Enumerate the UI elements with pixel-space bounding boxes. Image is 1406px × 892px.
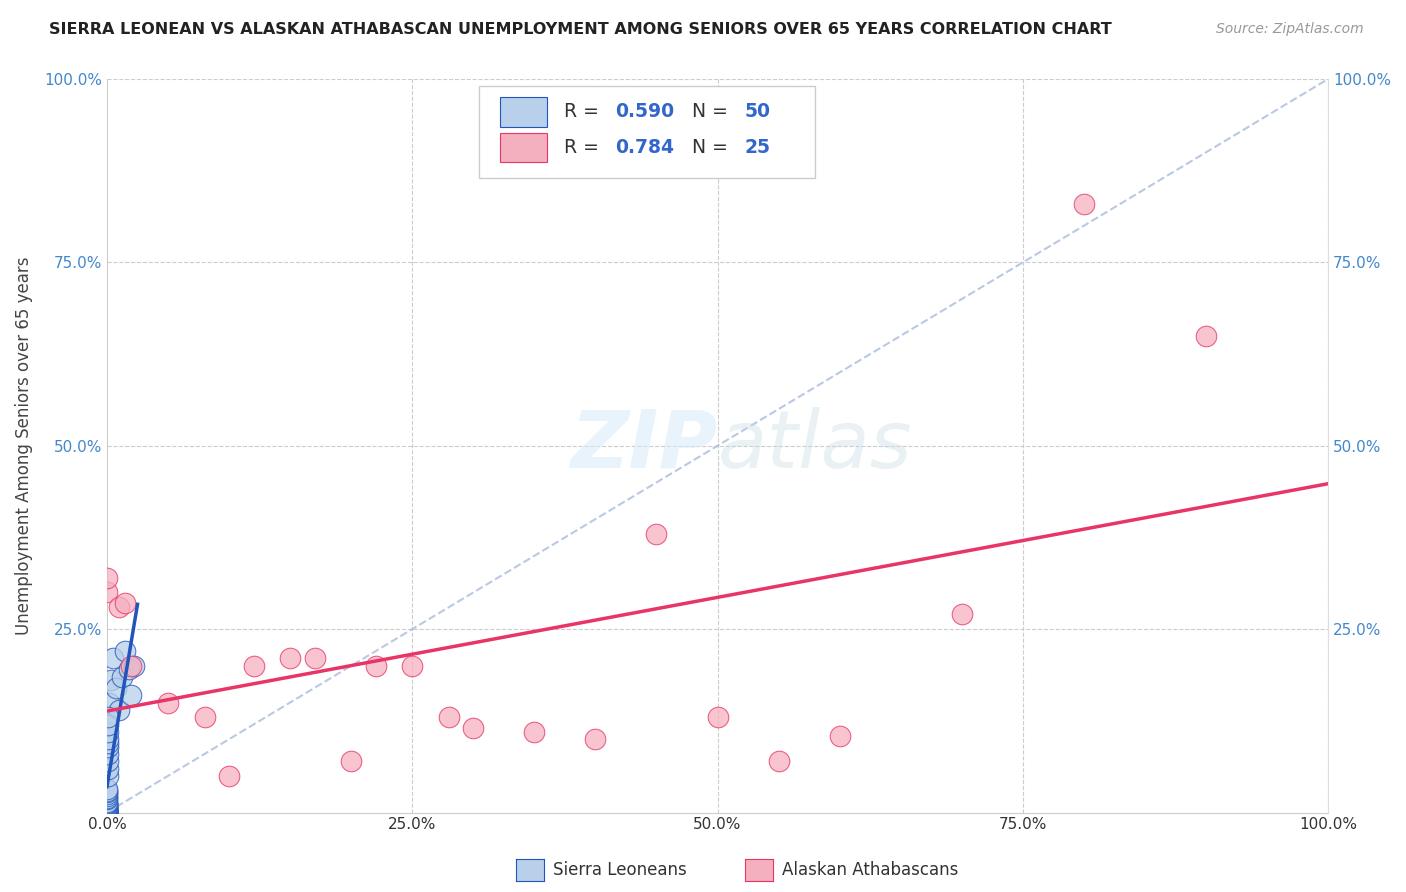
Point (96, 783, 118, 797)
FancyBboxPatch shape (479, 87, 815, 178)
Point (96, 803, 118, 817)
Point (96, 785, 118, 799)
Point (96, 801, 118, 815)
Point (97, 710, 120, 724)
Point (768, 754, 790, 768)
Text: atlas: atlas (717, 407, 912, 484)
Text: 25: 25 (744, 137, 770, 157)
Point (96, 782, 118, 797)
Point (583, 732, 606, 747)
Point (111, 670, 134, 684)
Text: SIERRA LEONEAN VS ALASKAN ATHABASCAN UNEMPLOYMENT AMONG SENIORS OVER 65 YEARS CO: SIERRA LEONEAN VS ALASKAN ATHABASCAN UNE… (49, 22, 1112, 37)
Point (96, 798, 118, 813)
Point (98, 696, 121, 710)
Point (157, 696, 180, 710)
Point (96, 805, 118, 819)
Point (118, 663, 141, 677)
Point (97, 754, 120, 768)
Point (96, 790, 118, 805)
Point (706, 710, 728, 724)
Point (97, 769, 120, 783)
Point (114, 644, 136, 658)
Point (96, 796, 118, 810)
Point (96, 571, 118, 585)
Point (97, 747, 120, 761)
Point (101, 651, 124, 665)
FancyBboxPatch shape (501, 97, 547, 127)
Point (463, 721, 485, 735)
Point (96, 799, 118, 814)
FancyBboxPatch shape (501, 133, 547, 161)
Point (645, 526, 668, 541)
Point (96, 792, 118, 806)
Point (96, 803, 118, 817)
Text: Sierra Leoneans: Sierra Leoneans (553, 861, 686, 879)
Text: 0.784: 0.784 (614, 137, 673, 157)
Text: R =: R = (564, 103, 605, 121)
Text: 0.590: 0.590 (614, 103, 673, 121)
Point (96, 798, 118, 813)
Point (114, 597, 136, 611)
Text: 50: 50 (744, 103, 770, 121)
Point (96, 804, 118, 818)
Point (828, 729, 851, 743)
Point (340, 754, 363, 768)
Point (96, 805, 118, 820)
Point (97, 762, 120, 776)
Point (96, 805, 118, 819)
Point (96, 803, 118, 817)
Point (96, 804, 118, 818)
Point (218, 769, 240, 783)
Point (97, 739, 120, 754)
Point (96, 805, 118, 820)
Y-axis label: Unemployment Among Seniors over 65 years: Unemployment Among Seniors over 65 years (15, 257, 32, 635)
Point (96, 797, 118, 811)
Point (97, 717, 120, 731)
Text: R =: R = (564, 137, 605, 157)
Text: N =: N = (679, 103, 734, 121)
Point (96, 802, 118, 816)
Text: Source: ZipAtlas.com: Source: ZipAtlas.com (1216, 22, 1364, 37)
Text: ZIP: ZIP (571, 407, 717, 484)
Text: Alaskan Athabascans: Alaskan Athabascans (782, 861, 957, 879)
Text: N =: N = (679, 137, 734, 157)
Point (1073, 196, 1095, 211)
Point (304, 651, 326, 665)
Point (1195, 328, 1218, 343)
Point (96, 787, 118, 801)
Point (278, 651, 301, 665)
Point (96, 585, 118, 599)
Point (104, 681, 127, 695)
Point (96, 805, 118, 820)
Point (401, 658, 423, 673)
Point (364, 658, 387, 673)
Point (523, 724, 546, 739)
Point (950, 607, 973, 622)
Point (96, 795, 118, 809)
Point (122, 658, 145, 673)
Point (194, 710, 217, 724)
Point (96, 805, 118, 820)
Point (96, 805, 118, 820)
Point (437, 710, 460, 724)
Point (120, 688, 142, 702)
Point (108, 600, 131, 615)
Point (97, 724, 120, 739)
Point (96, 802, 118, 816)
Point (97, 736, 120, 750)
Point (96, 805, 118, 819)
Point (96, 800, 118, 814)
Point (120, 658, 142, 673)
Point (97, 732, 120, 747)
Point (100, 673, 122, 688)
Point (108, 703, 131, 717)
Point (96, 789, 118, 804)
Point (242, 658, 264, 673)
